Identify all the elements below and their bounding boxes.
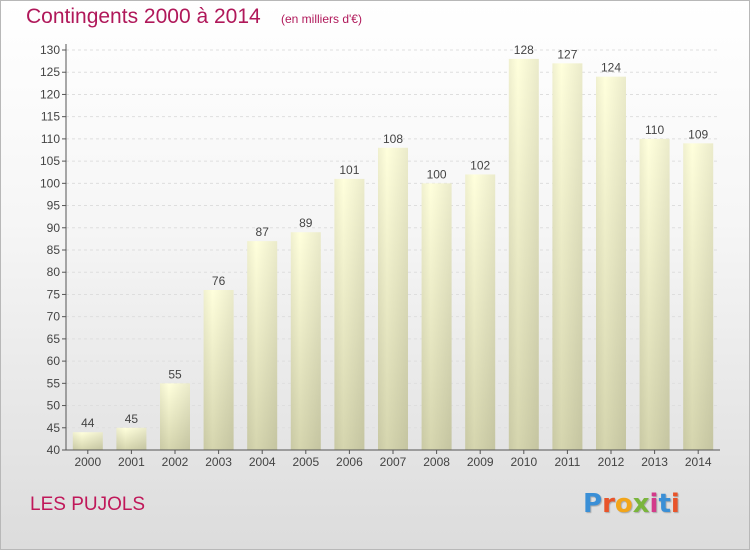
- bar-shade-2004: [247, 241, 278, 450]
- y-tick-label: 75: [47, 287, 61, 301]
- y-tick-label: 45: [47, 421, 61, 435]
- x-tick-label-2001: 2001: [118, 455, 145, 469]
- data-label-2004: 87: [256, 225, 270, 239]
- data-label-2007: 108: [383, 132, 403, 146]
- data-label-2011: 127: [557, 47, 577, 61]
- bar-shade-2011: [552, 63, 583, 450]
- data-label-2010: 128: [514, 43, 534, 57]
- data-label-2008: 100: [427, 167, 447, 181]
- location-label: LES PUJOLS: [30, 494, 146, 515]
- bar-shade-2014: [683, 143, 714, 451]
- data-label-2001: 45: [125, 412, 139, 426]
- y-tick-label: 60: [47, 354, 61, 368]
- axes: 40 45 50 55 60 65 70 75 80 85 90 95 100 105 110 115 120 1…: [40, 43, 720, 469]
- chart-subtitle: (en milliers d'€): [281, 12, 362, 26]
- x-tick-label-2011: 2011: [554, 455, 580, 469]
- y-tick-label: 70: [47, 310, 61, 324]
- data-label-2014: 109: [688, 127, 708, 141]
- y-tick-label: 100: [40, 176, 60, 190]
- bar-shade-2001: [116, 427, 147, 450]
- y-tick-label: 105: [40, 154, 60, 168]
- y-tick-label: 110: [41, 132, 60, 146]
- bar-shade-2005: [290, 232, 321, 450]
- data-label-2012: 124: [601, 61, 621, 75]
- data-label-2009: 102: [470, 158, 490, 172]
- y-tick-label: 65: [47, 332, 61, 346]
- y-tick-label: 40: [47, 443, 61, 457]
- x-tick-label-2010: 2010: [510, 455, 537, 469]
- y-tick-label: 95: [47, 199, 61, 213]
- y-tick-label: 120: [40, 87, 60, 101]
- data-label-2000: 44: [81, 416, 95, 430]
- x-tick-label-2014: 2014: [685, 455, 712, 469]
- y-tick-label: 85: [47, 243, 61, 257]
- data-label-2003: 76: [212, 274, 226, 288]
- bar-shade-2006: [334, 178, 365, 450]
- bar-shade-2010: [508, 58, 539, 451]
- y-tick-label: 80: [47, 265, 61, 279]
- x-tick-label-2009: 2009: [467, 455, 494, 469]
- bar-shade-2012: [596, 76, 626, 451]
- data-label-2005: 89: [299, 216, 313, 230]
- y-tick-label: 55: [47, 376, 61, 390]
- x-tick-label-2004: 2004: [249, 455, 276, 469]
- y-tick-label: 125: [40, 65, 60, 79]
- x-tick-label-2002: 2002: [162, 455, 189, 469]
- bar-shade-2008: [421, 183, 452, 451]
- x-tick-label-2006: 2006: [336, 455, 363, 469]
- bar-shade-2003: [203, 290, 234, 450]
- bars: 44 45 55 76 87 89 101 108 100 102 128 127 124 110 109: [72, 43, 714, 451]
- bar-shade-2000: [72, 432, 103, 450]
- x-tick-label-2000: 2000: [74, 455, 101, 469]
- data-label-2002: 55: [168, 367, 182, 381]
- proxiti-logo[interactable]: Proxiti: [583, 489, 680, 519]
- bar-shade-2009: [465, 174, 496, 450]
- y-tick-label: 50: [47, 399, 61, 413]
- x-tick-label-2005: 2005: [292, 455, 319, 469]
- y-tick-label: 115: [41, 110, 60, 124]
- x-tick-label-2013: 2013: [641, 455, 668, 469]
- bar-shade-2013: [639, 138, 670, 450]
- y-tick-label: 130: [40, 43, 60, 57]
- y-tick-label: 90: [47, 221, 61, 235]
- data-label-2013: 110: [645, 123, 664, 137]
- bar-shade-2002: [160, 383, 190, 450]
- bar-shade-2007: [378, 147, 408, 450]
- x-tick-label-2007: 2007: [380, 455, 407, 469]
- x-tick-label-2008: 2008: [423, 455, 450, 469]
- x-tick-label-2012: 2012: [598, 455, 625, 469]
- x-tick-label-2003: 2003: [205, 455, 232, 469]
- chart-title: Contingents 2000 à 2014: [26, 5, 261, 28]
- data-label-2006: 101: [339, 163, 359, 177]
